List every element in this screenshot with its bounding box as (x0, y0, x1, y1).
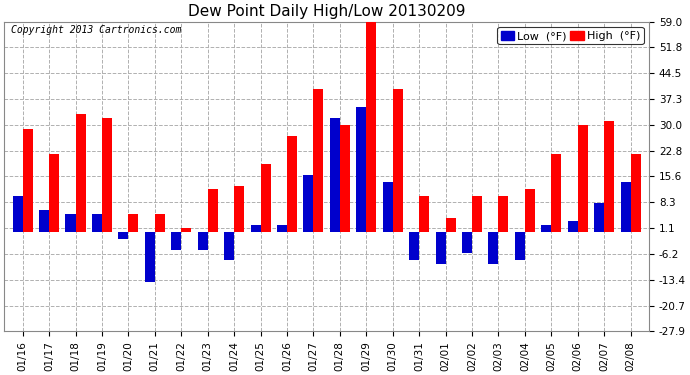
Bar (128, 214, 139, 232)
Bar (261, 164, 270, 232)
Bar (366, 22, 376, 232)
Bar (551, 153, 562, 232)
Bar (287, 136, 297, 232)
Bar (171, 232, 181, 250)
Bar (102, 118, 112, 232)
Title: Dew Point Daily High/Low 20130209: Dew Point Daily High/Low 20130209 (188, 4, 465, 19)
Text: Copyright 2013 Cartronics.com: Copyright 2013 Cartronics.com (10, 25, 181, 35)
Bar (75, 114, 86, 232)
Bar (181, 228, 191, 232)
Bar (224, 232, 234, 260)
Bar (541, 225, 551, 232)
Bar (155, 214, 165, 232)
Bar (66, 214, 75, 232)
Bar (462, 232, 472, 253)
Bar (578, 125, 588, 232)
Bar (356, 107, 366, 232)
Bar (515, 232, 525, 260)
Legend: Low  (°F), High  (°F): Low (°F), High (°F) (497, 27, 644, 44)
Bar (419, 196, 429, 232)
Bar (340, 125, 350, 232)
Bar (330, 118, 340, 232)
Bar (383, 182, 393, 232)
Bar (250, 225, 261, 232)
Bar (197, 232, 208, 250)
Bar (631, 153, 640, 232)
Bar (568, 221, 578, 232)
Bar (39, 210, 49, 232)
Bar (234, 186, 244, 232)
Bar (525, 189, 535, 232)
Bar (498, 196, 509, 232)
Bar (12, 196, 23, 232)
Bar (489, 232, 498, 264)
Bar (92, 214, 102, 232)
Bar (119, 232, 128, 239)
Bar (393, 89, 403, 232)
Bar (304, 175, 313, 232)
Bar (446, 217, 455, 232)
Bar (409, 232, 419, 260)
Bar (208, 189, 218, 232)
Bar (49, 153, 59, 232)
Bar (604, 122, 614, 232)
Bar (435, 232, 446, 264)
Bar (145, 232, 155, 282)
Bar (472, 196, 482, 232)
Bar (594, 203, 604, 232)
Bar (23, 129, 32, 232)
Bar (277, 225, 287, 232)
Bar (620, 182, 631, 232)
Bar (313, 89, 324, 232)
